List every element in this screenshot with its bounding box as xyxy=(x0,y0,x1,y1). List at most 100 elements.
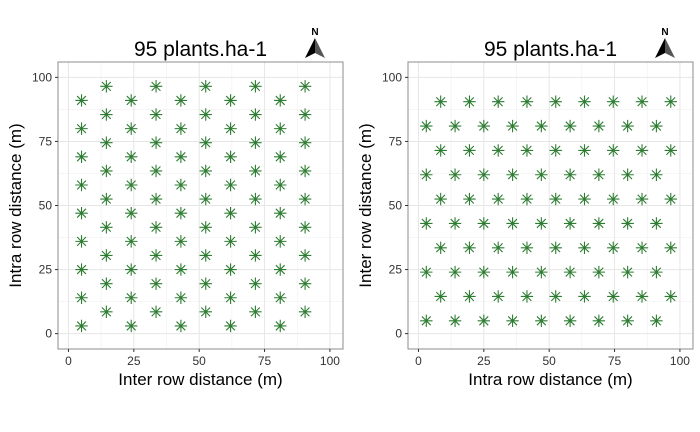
plant-marker xyxy=(448,217,462,230)
plant-marker xyxy=(298,192,312,206)
plant-marker xyxy=(578,95,591,108)
plant-marker xyxy=(578,290,591,303)
plant-marker xyxy=(199,136,212,149)
plant-marker xyxy=(174,319,188,333)
plant-marker xyxy=(592,314,606,328)
plant-marker xyxy=(592,119,606,133)
plant-marker xyxy=(520,290,534,303)
plant-marker xyxy=(224,122,237,135)
plant-points xyxy=(75,80,312,333)
plant-marker xyxy=(100,305,113,319)
plant-points xyxy=(420,95,677,328)
plant-marker xyxy=(149,221,163,234)
plant-marker xyxy=(298,277,312,290)
chart-title: 95 plants.ha-1 xyxy=(134,38,267,61)
y-tick-label: 0 xyxy=(395,327,402,341)
plant-marker xyxy=(463,95,476,108)
y-tick-label: 50 xyxy=(389,199,403,213)
plant-marker xyxy=(100,277,113,290)
plant-marker xyxy=(274,178,287,192)
plant-marker xyxy=(434,95,447,108)
plant-marker xyxy=(621,119,634,133)
plant-marker xyxy=(592,168,606,181)
plant-marker xyxy=(434,290,447,303)
x-tick-label: 100 xyxy=(670,354,690,368)
plant-marker xyxy=(274,94,287,107)
x-tick-label: 50 xyxy=(193,354,207,368)
plant-marker xyxy=(199,305,212,319)
x-axis-title: Inter row distance (m) xyxy=(118,370,282,389)
plant-marker xyxy=(274,122,287,135)
plant-marker xyxy=(506,265,519,279)
plant-marker xyxy=(477,314,491,328)
plant-marker xyxy=(149,164,163,178)
plant-marker xyxy=(298,136,312,149)
plant-marker xyxy=(75,94,88,107)
x-tick-label: 0 xyxy=(65,354,72,368)
plant-marker xyxy=(420,217,433,230)
plant-marker xyxy=(563,168,577,181)
plant-marker xyxy=(100,80,113,93)
plant-marker xyxy=(535,314,548,328)
plant-marker xyxy=(199,221,212,234)
north-arrow-label: N xyxy=(661,27,668,38)
plant-marker xyxy=(492,95,505,108)
plant-marker xyxy=(249,277,262,290)
plant-marker xyxy=(563,314,577,328)
plant-marker xyxy=(578,144,591,157)
plant-marker xyxy=(174,178,188,192)
plant-marker xyxy=(249,164,262,178)
plant-marker xyxy=(520,241,534,254)
plant-marker xyxy=(224,178,237,192)
plant-marker xyxy=(125,122,138,135)
x-tick-label: 25 xyxy=(477,354,491,368)
plant-marker xyxy=(224,206,237,220)
x-tick-label: 0 xyxy=(415,354,422,368)
plant-marker xyxy=(492,290,505,303)
y-axis-title: Intra row distance (m) xyxy=(6,123,25,287)
plant-marker xyxy=(100,192,113,206)
plant-marker xyxy=(249,192,262,206)
plant-marker xyxy=(420,168,433,181)
plant-marker xyxy=(635,241,649,254)
y-tick-label: 50 xyxy=(39,199,53,213)
plant-marker xyxy=(224,319,237,333)
plant-marker xyxy=(174,150,188,164)
plant-marker xyxy=(549,241,562,254)
plant-marker xyxy=(434,144,447,157)
plant-marker xyxy=(607,290,620,303)
plant-marker xyxy=(664,95,677,108)
plant-marker xyxy=(274,319,287,333)
plant-marker xyxy=(664,241,677,254)
plant-marker xyxy=(549,95,562,108)
plant-marker xyxy=(249,221,262,234)
plant-marker xyxy=(448,314,462,328)
plant-marker xyxy=(125,94,138,107)
plant-marker xyxy=(100,249,113,262)
plant-marker xyxy=(621,314,634,328)
plant-marker xyxy=(506,314,519,328)
plant-marker xyxy=(298,305,312,319)
plant-marker xyxy=(635,144,649,157)
plant-marker xyxy=(650,168,663,181)
plant-marker xyxy=(607,192,620,206)
plant-marker xyxy=(298,108,312,121)
plant-marker xyxy=(477,168,491,181)
plant-marker xyxy=(224,263,237,276)
plant-marker xyxy=(224,94,237,107)
plant-marker xyxy=(75,206,88,220)
plant-marker xyxy=(463,241,476,254)
x-tick-label: 50 xyxy=(543,354,557,368)
plant-marker xyxy=(520,95,534,108)
plant-marker xyxy=(274,291,287,304)
plant-marker xyxy=(535,168,548,181)
plant-marker xyxy=(520,144,534,157)
plant-marker xyxy=(298,249,312,262)
plant-marker xyxy=(549,192,562,206)
plant-marker xyxy=(492,192,505,206)
plant-marker xyxy=(434,192,447,206)
x-tick-label: 75 xyxy=(608,354,622,368)
y-tick-label: 75 xyxy=(39,134,53,148)
x-tick-label: 25 xyxy=(127,354,141,368)
plant-marker xyxy=(448,119,462,133)
